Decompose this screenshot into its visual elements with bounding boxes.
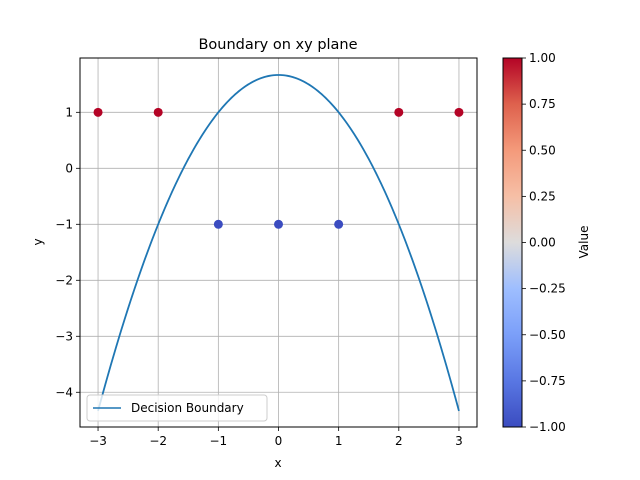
y-axis-label: y bbox=[31, 238, 45, 245]
colorbar-label: Value bbox=[577, 226, 591, 259]
colorbar-tick-label: 0.75 bbox=[529, 97, 556, 111]
chart-title: Boundary on xy plane bbox=[198, 37, 357, 53]
grid-lines bbox=[80, 58, 477, 427]
y-tick-label: −4 bbox=[55, 385, 73, 399]
colorbar: 1.00 0.75 0.50 0.25 0.00 −0.25 −0.50 −0.75 −1.00… bbox=[502, 51, 591, 434]
legend-box bbox=[86, 394, 268, 422]
x-tick-label: 0 bbox=[275, 434, 283, 448]
colorbar-tick-label: 1.00 bbox=[529, 51, 556, 65]
colorbar-gradient bbox=[502, 57, 523, 428]
y-tick-label: −2 bbox=[55, 273, 73, 287]
colorbar-tick-label: 0.50 bbox=[529, 143, 556, 157]
point-negative bbox=[213, 219, 223, 229]
x-tick-label: −3 bbox=[89, 434, 107, 448]
y-tick-label: 0 bbox=[65, 161, 73, 175]
legend-label: Decision Boundary bbox=[131, 401, 244, 415]
legend: Decision Boundary bbox=[86, 394, 268, 422]
x-axis-label: x bbox=[274, 456, 281, 470]
point-positive bbox=[153, 107, 163, 117]
colorbar-tick-label: −1.00 bbox=[529, 420, 566, 434]
y-tick-label: −3 bbox=[55, 329, 73, 343]
x-tick-label: 3 bbox=[455, 434, 463, 448]
colorbar-tick-label: −0.75 bbox=[529, 374, 566, 388]
x-tick-label: 2 bbox=[395, 434, 403, 448]
colorbar-tick-label: −0.50 bbox=[529, 328, 566, 342]
x-tick-label: −1 bbox=[209, 434, 227, 448]
x-tick-label: 1 bbox=[335, 434, 343, 448]
point-positive bbox=[93, 107, 103, 117]
y-tick-label: 1 bbox=[65, 105, 73, 119]
x-tick-label: −2 bbox=[149, 434, 167, 448]
colorbar-tick-label: −0.25 bbox=[529, 282, 566, 296]
point-positive bbox=[454, 107, 464, 117]
point-negative bbox=[274, 219, 283, 229]
colorbar-tick-label: 0.25 bbox=[529, 189, 556, 203]
colorbar-tick-label: 0.00 bbox=[529, 236, 556, 250]
y-tick-label: −1 bbox=[55, 217, 73, 231]
decision-boundary-line bbox=[97, 74, 460, 412]
point-positive bbox=[394, 107, 404, 117]
point-negative bbox=[334, 219, 344, 229]
